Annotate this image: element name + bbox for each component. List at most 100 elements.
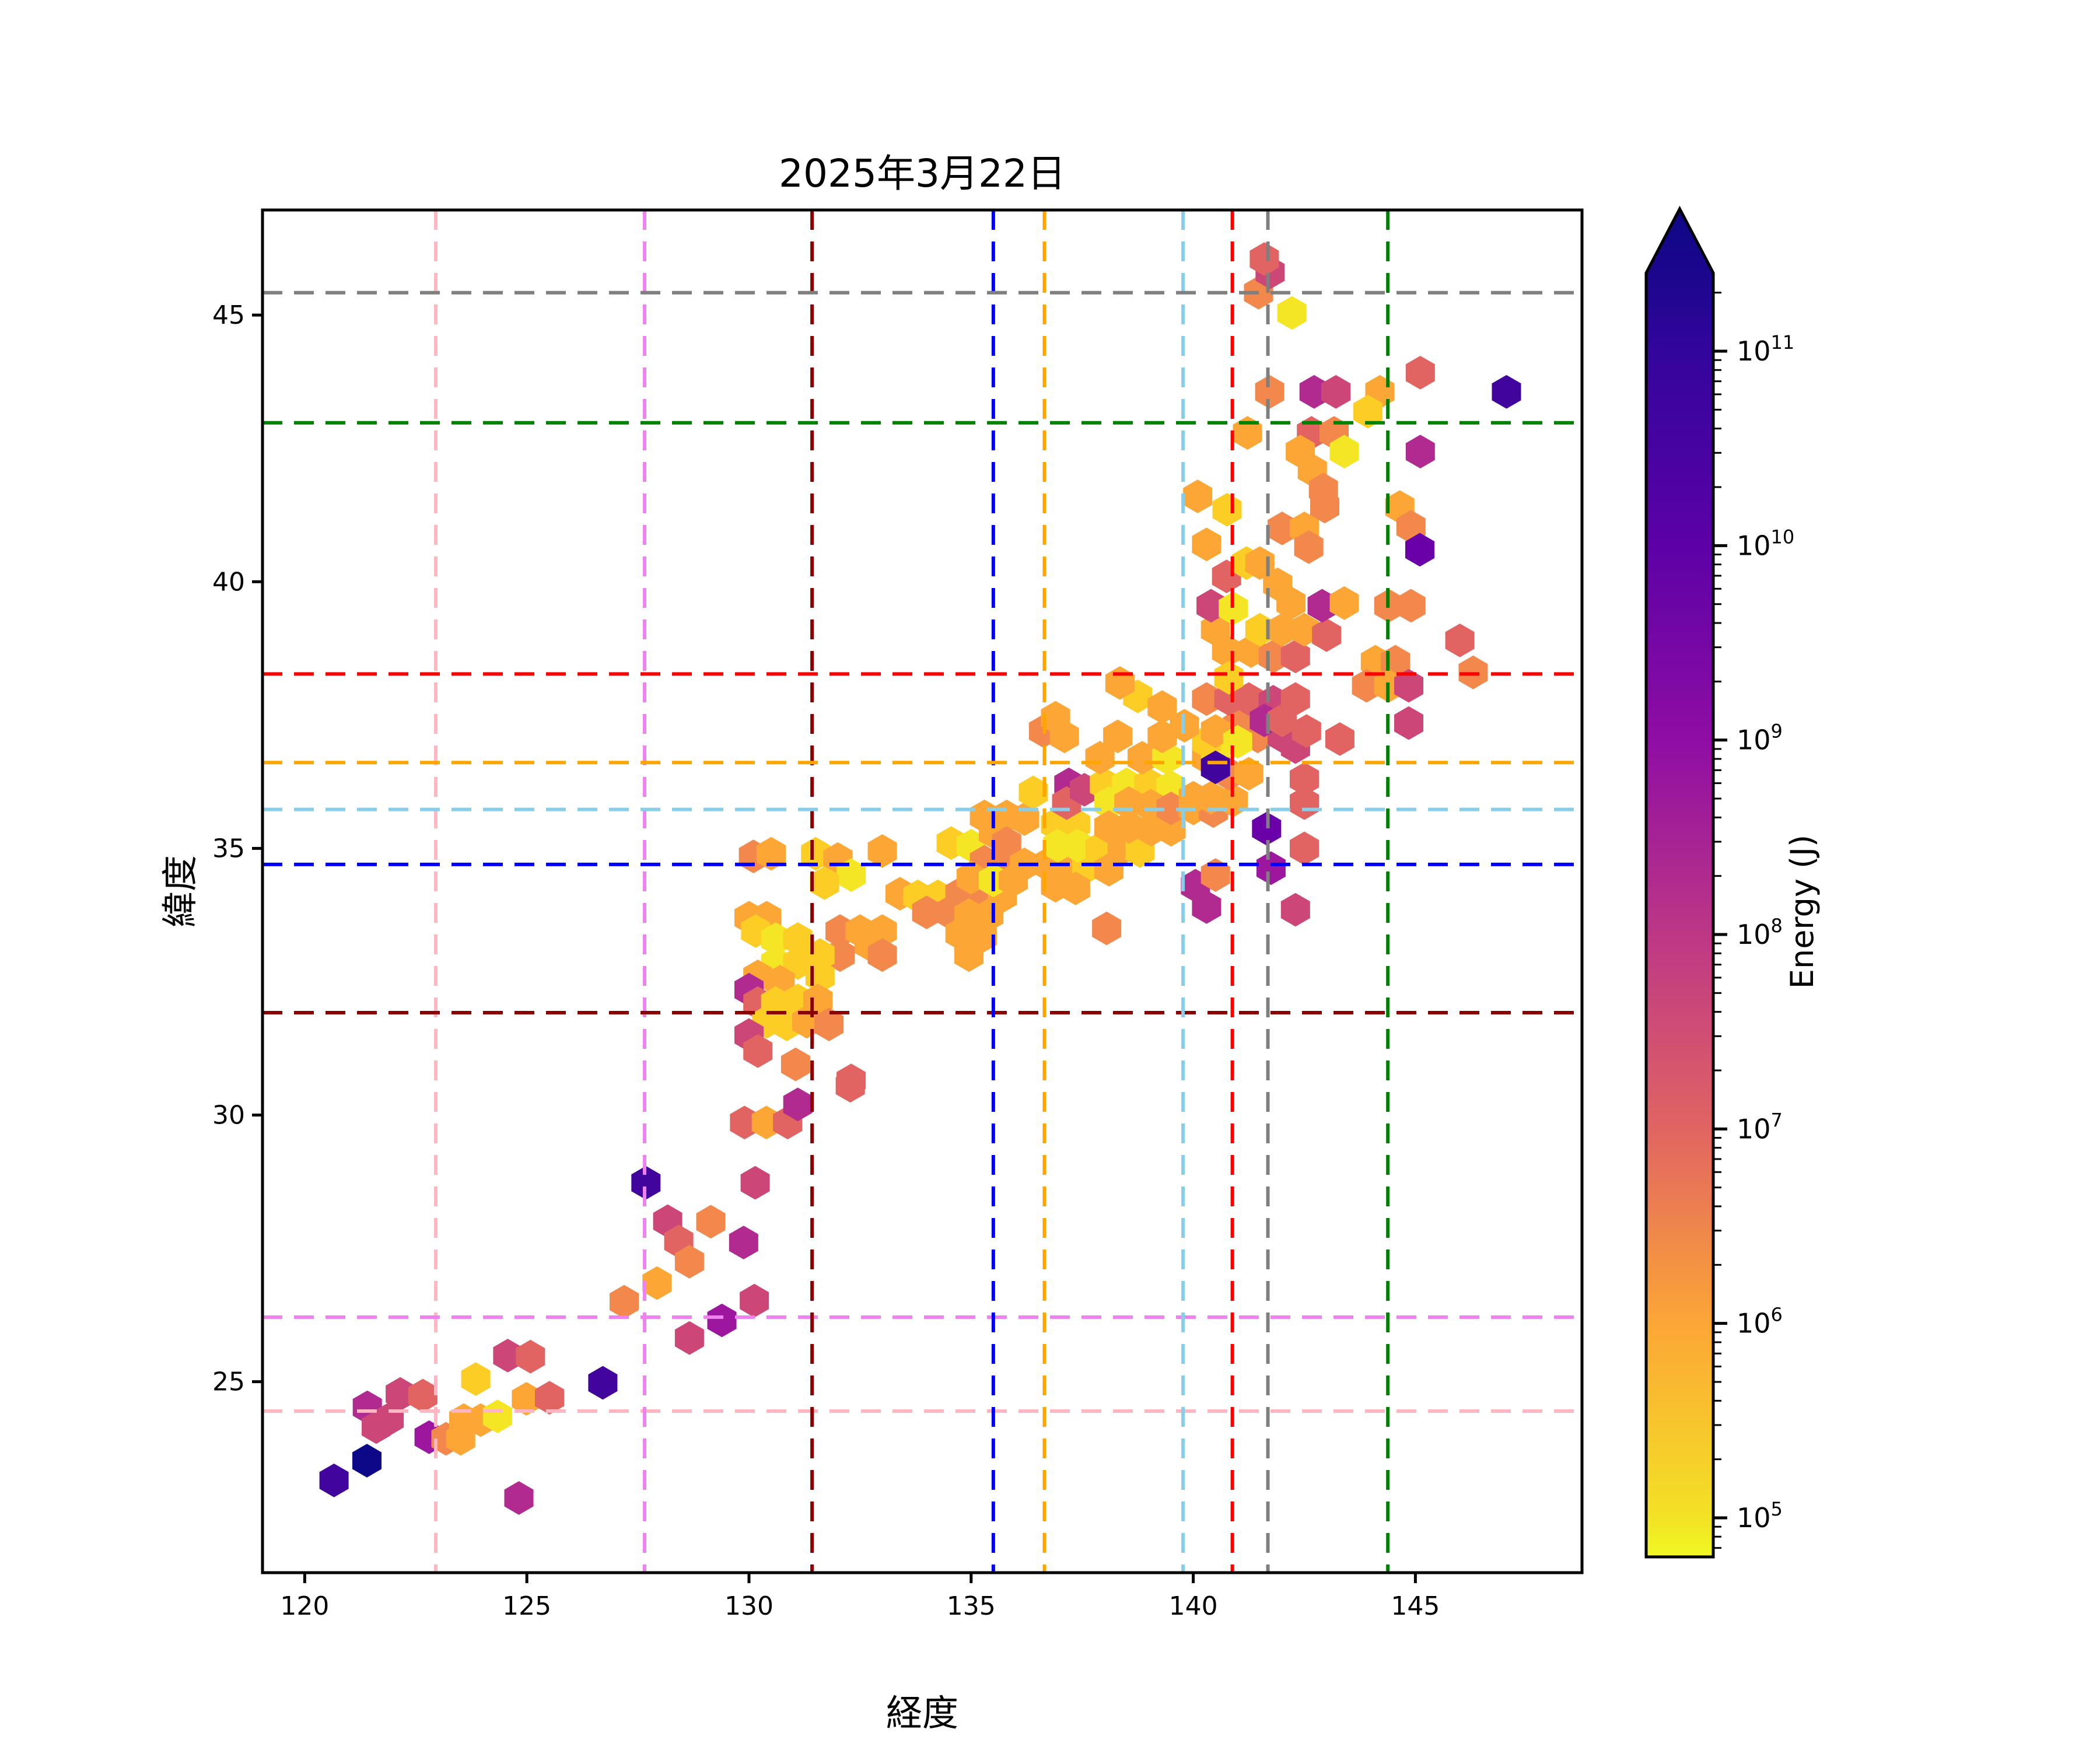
- hex-marker: [1092, 911, 1122, 946]
- hex-marker: [631, 1166, 661, 1200]
- hex-marker: [912, 895, 942, 929]
- hex-marker: [1060, 872, 1090, 905]
- hex-marker: [1147, 690, 1177, 724]
- hex-marker: [836, 1063, 866, 1097]
- hex-marker: [1267, 512, 1297, 545]
- hex-marker: [1019, 775, 1048, 810]
- hex-marker: [740, 1166, 770, 1200]
- y-axis-ticks: 25 30 35 40 45: [212, 300, 262, 1397]
- x-tick-label: 145: [1391, 1591, 1440, 1621]
- hex-marker: [1200, 612, 1230, 647]
- hex-marker: [1103, 719, 1133, 754]
- hex-marker: [757, 836, 786, 871]
- hex-marker: [956, 860, 986, 895]
- hex-marker: [1290, 831, 1319, 866]
- hex-marker: [1308, 473, 1338, 506]
- hex-marker: [1256, 851, 1286, 886]
- hex-marker: [1280, 639, 1310, 674]
- hex-marker: [1405, 435, 1435, 468]
- hex-marker: [1085, 741, 1115, 775]
- hex-marker: [740, 1283, 769, 1318]
- city-reference-lines-layer: [262, 210, 1582, 1573]
- hex-marker: [610, 1284, 639, 1319]
- hex-marker: [1223, 724, 1252, 759]
- hex-marker: [1200, 858, 1230, 892]
- y-tick-label: 35: [212, 834, 245, 863]
- hex-marker: [1290, 762, 1319, 796]
- hex-marker: [1252, 811, 1282, 846]
- hex-marker: [588, 1366, 618, 1400]
- hex-marker: [1258, 639, 1288, 674]
- x-tick-label: 125: [502, 1591, 551, 1621]
- hex-marker: [1255, 374, 1284, 409]
- colorbar-gradient-bar: [1644, 205, 1715, 1559]
- chart-title: 2025年3月22日: [779, 151, 1066, 196]
- y-axis-label: 緯度: [159, 855, 201, 928]
- hex-marker: [1294, 530, 1324, 564]
- y-tick-label: 30: [212, 1101, 245, 1130]
- hex-marker: [1405, 533, 1434, 567]
- axes-frame: [261, 208, 1584, 1574]
- hex-marker: [1200, 750, 1230, 785]
- hex-marker: [1192, 890, 1222, 924]
- hex-marker: [1329, 435, 1359, 468]
- hex-marker: [1250, 242, 1279, 276]
- hex-marker: [761, 922, 790, 956]
- hex-marker: [696, 1205, 726, 1239]
- hex-marker: [1267, 612, 1297, 647]
- hex-marker: [1445, 624, 1475, 657]
- y-tick-label: 40: [212, 567, 245, 597]
- x-tick-label: 140: [1169, 1591, 1218, 1621]
- hex-marker: [319, 1464, 349, 1497]
- hex-marker: [1280, 892, 1310, 927]
- hex-marker: [493, 1339, 523, 1373]
- hex-marker: [814, 1007, 844, 1041]
- y-tick-label: 45: [212, 300, 245, 330]
- hex-marker: [707, 1303, 737, 1338]
- hex-marker: [1156, 792, 1186, 825]
- x-axis-label: 経度: [886, 1692, 958, 1734]
- hex-marker: [1329, 586, 1359, 620]
- hex-marker: [954, 938, 984, 972]
- hex-marker: [1312, 618, 1342, 652]
- hex-marker: [1234, 682, 1264, 716]
- hex-marker: [504, 1481, 534, 1515]
- hex-marker: [1321, 374, 1351, 409]
- hex-marker: [1114, 786, 1144, 820]
- hex-marker: [743, 1034, 773, 1068]
- hex-marker: [1196, 589, 1226, 623]
- hex-marker: [1307, 589, 1337, 623]
- hex-marker: [408, 1378, 438, 1413]
- hex-marker: [1267, 704, 1297, 737]
- hex-marker: [674, 1245, 704, 1279]
- hex-marker: [1492, 374, 1521, 409]
- hex-marker: [1394, 706, 1423, 740]
- hex-marker: [999, 863, 1028, 898]
- x-tick-label: 130: [724, 1591, 774, 1621]
- hex-marker: [1114, 810, 1144, 844]
- hex-marker: [1353, 394, 1382, 429]
- hex-marker: [512, 1382, 541, 1416]
- x-tick-label: 135: [947, 1591, 996, 1621]
- hex-marker: [1156, 770, 1186, 804]
- hex-marker: [1394, 668, 1423, 703]
- hex-marker: [1292, 714, 1321, 748]
- hex-marker: [674, 1321, 704, 1355]
- hex-marker: [867, 938, 897, 972]
- x-axis-ticks: 120 125 130 135 140 145: [280, 1573, 1440, 1621]
- hex-marker: [1290, 612, 1319, 647]
- hex-marker: [836, 858, 866, 892]
- hex-marker: [1094, 853, 1124, 887]
- hex-marker: [1405, 356, 1435, 390]
- hex-marker: [783, 1087, 813, 1122]
- hex-marker: [1214, 661, 1244, 695]
- hex-marker: [1396, 589, 1426, 623]
- hex-marker: [1352, 668, 1381, 703]
- hex-marker: [1128, 741, 1157, 775]
- hex-marker: [1147, 719, 1177, 754]
- colorbar-tick-label: 106: [1737, 1304, 1783, 1339]
- hex-marker: [1183, 480, 1213, 513]
- hex-marker: [867, 834, 897, 868]
